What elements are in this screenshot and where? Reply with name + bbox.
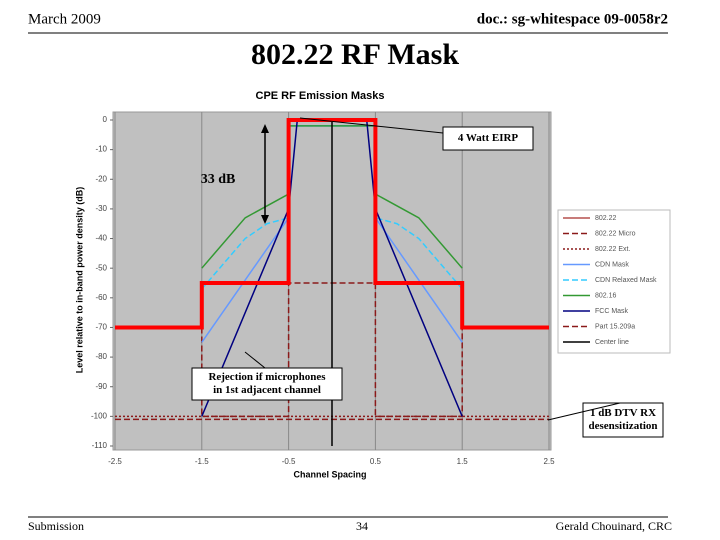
y-tick-label: -100 <box>91 411 108 420</box>
annotation-text: 1 dB DTV RX <box>590 407 656 419</box>
pointer <box>547 402 621 421</box>
footer-center: 34 <box>356 519 368 533</box>
pointer <box>299 117 444 134</box>
y-tick-label: -30 <box>95 204 107 213</box>
annotation-text: in 1st adjacent channel <box>213 384 321 396</box>
header-left: March 2009 <box>28 11 101 27</box>
header-right: doc.: sg-whitespace 09-0058r2 <box>477 11 668 27</box>
annotation-text: desensitization <box>588 420 657 432</box>
footer-right: Gerald Chouinard, CRC <box>556 519 672 533</box>
overlay-mask <box>115 118 549 330</box>
y-tick-label: -110 <box>92 441 108 450</box>
y-axis-label: Level relative to in-band power density … <box>74 187 84 374</box>
y-tick-label: -10 <box>95 145 107 154</box>
x-tick-label: 0.5 <box>370 457 382 466</box>
x-tick-label: 2.5 <box>543 457 555 466</box>
y-tick-label: 0 <box>103 115 108 124</box>
legend-label: Center line <box>595 339 629 346</box>
y-tick-label: -90 <box>95 382 107 391</box>
legend-label: CDN Relaxed Mask <box>595 277 657 284</box>
y-tick-label: -70 <box>95 323 107 332</box>
y-tick-label: -50 <box>95 263 107 272</box>
x-tick-label: -0.5 <box>282 457 296 466</box>
legend-label: 802.22 <box>595 215 617 222</box>
annotation-text: 4 Watt EIRP <box>458 132 519 144</box>
annotation-text: Rejection if microphones <box>208 371 326 383</box>
y-tick-label: -40 <box>95 234 107 243</box>
legend-label: 802.16 <box>595 292 617 299</box>
annotation-box <box>442 126 534 151</box>
pointer <box>244 351 266 369</box>
x-tick-label: 1.5 <box>457 457 469 466</box>
x-tick-label: -1.5 <box>195 457 209 466</box>
legend-label: 802.22 Ext. <box>595 246 630 253</box>
legend-label: Part 15.209a <box>595 323 635 330</box>
footer-left: Submission <box>28 519 84 533</box>
annotation-box <box>191 367 343 401</box>
legend-label: FCC Mask <box>595 308 629 315</box>
y-tick-label: -60 <box>95 293 107 302</box>
annotation-text: 33 dB <box>201 172 236 187</box>
legend-box <box>557 209 671 354</box>
chart-title: CPE RF Emission Masks <box>256 90 385 102</box>
x-axis-label: Channel Spacing <box>293 469 366 479</box>
slide-title: 802.22 RF Mask <box>251 38 459 71</box>
y-tick-label: -80 <box>95 352 107 361</box>
y-tick-label: -20 <box>95 174 107 183</box>
legend-label: CDN Mask <box>595 261 629 268</box>
legend-label: 802.22 Micro <box>595 230 636 237</box>
x-tick-label: -2.5 <box>108 457 122 466</box>
